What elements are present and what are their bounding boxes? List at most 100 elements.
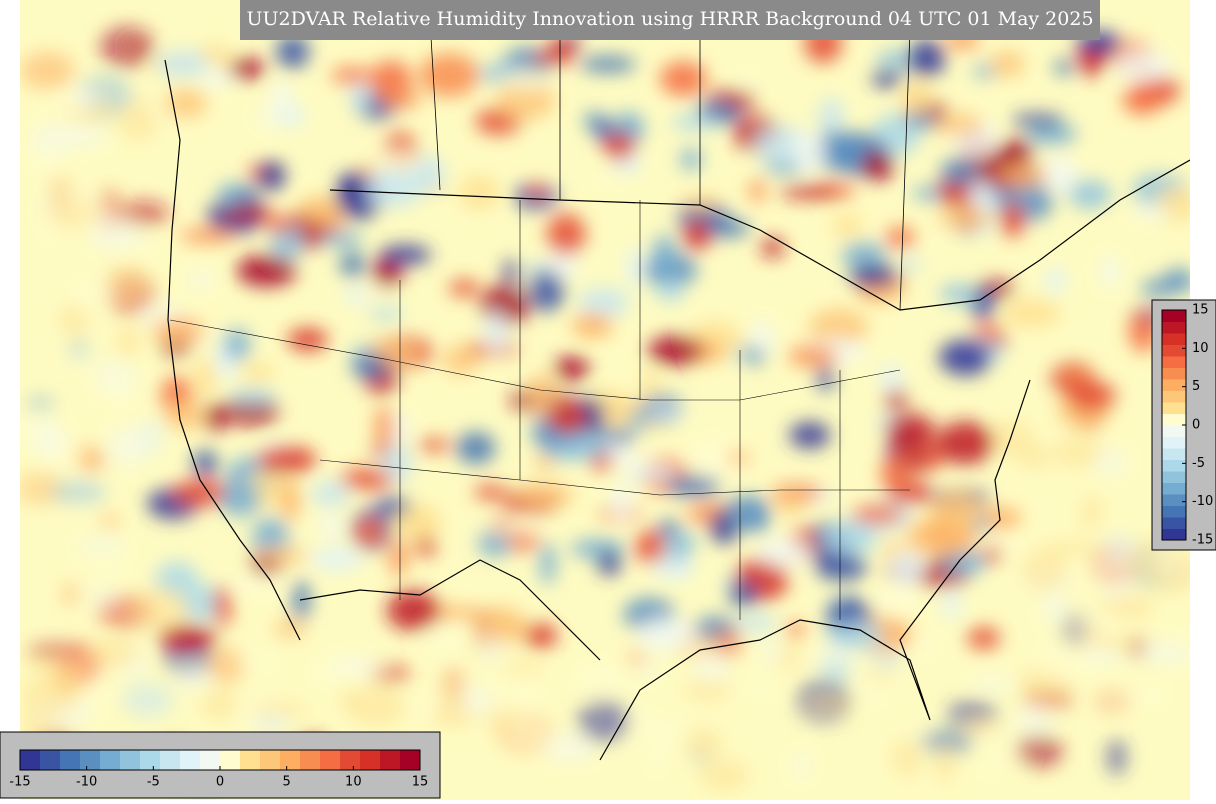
field-blob xyxy=(821,520,878,556)
field-blob xyxy=(787,622,805,638)
field-blob xyxy=(224,328,251,361)
field-blob xyxy=(86,590,121,606)
field-blob xyxy=(778,643,801,671)
field-blob xyxy=(502,660,545,675)
field-blob xyxy=(547,37,581,53)
field-blob xyxy=(327,657,380,674)
field-blob xyxy=(638,659,657,678)
colorbar-vertical: -15 -10 -5 0 5 10 15 xyxy=(1161,303,1213,548)
field-blob xyxy=(551,438,609,460)
field-blob xyxy=(779,185,840,199)
field-blob xyxy=(164,401,206,431)
border xyxy=(329,159,1190,311)
colorbar-swatch xyxy=(380,750,401,770)
field-blob xyxy=(207,646,245,685)
field-blob xyxy=(604,131,635,161)
field-blob xyxy=(812,130,864,172)
field-blob xyxy=(416,438,452,452)
colorbar-swatch xyxy=(1162,321,1186,334)
field-blob xyxy=(1084,647,1123,666)
field-blob xyxy=(825,622,886,650)
field-blob xyxy=(886,413,935,449)
tick-label: 10 xyxy=(1192,341,1209,356)
field-blob xyxy=(503,260,520,286)
field-blob xyxy=(934,745,955,785)
field-blob xyxy=(861,151,895,181)
field-blob xyxy=(253,546,307,564)
field-blob xyxy=(648,718,690,751)
field-blob xyxy=(1128,310,1159,353)
field-blob xyxy=(459,175,499,210)
field-blob xyxy=(1068,180,1112,209)
colorbar-swatch xyxy=(40,750,61,770)
field-blob xyxy=(734,614,778,632)
field-blob xyxy=(745,679,780,696)
field-blob xyxy=(665,475,721,497)
field-blob xyxy=(851,504,903,525)
field-blob xyxy=(972,65,998,78)
field-blob xyxy=(683,679,731,701)
field-blob xyxy=(258,446,317,474)
field-blob xyxy=(351,354,389,379)
field-blob xyxy=(75,442,97,475)
colorbar-swatch xyxy=(100,750,121,770)
field-blob xyxy=(496,79,555,120)
field-blob xyxy=(379,91,421,109)
field-blob xyxy=(353,517,386,548)
field-blob xyxy=(759,640,782,662)
field-blob xyxy=(1052,436,1103,468)
field-blob xyxy=(967,626,1001,650)
field-blob xyxy=(1121,684,1169,706)
field-blob xyxy=(1033,641,1093,682)
field-blob xyxy=(579,56,637,73)
field-blob xyxy=(386,590,440,631)
field-blob xyxy=(652,234,677,275)
field-blob xyxy=(938,204,992,230)
field-blob xyxy=(694,102,740,115)
field-blob xyxy=(680,196,722,210)
colorbar-swatch xyxy=(80,750,101,770)
field-blob xyxy=(1015,704,1054,735)
field-blob xyxy=(89,223,143,250)
field-blob xyxy=(943,588,961,620)
tick-label: 10 xyxy=(345,775,362,790)
field-blob xyxy=(885,388,908,411)
colorbar-swatch xyxy=(1162,517,1186,529)
colorbar-swatch xyxy=(1162,390,1186,403)
colorbar-swatch xyxy=(1162,459,1186,472)
colorbar-swatch xyxy=(140,750,161,770)
field-blob xyxy=(100,26,155,68)
field-blob xyxy=(577,661,626,702)
field-blob xyxy=(1044,267,1066,294)
field-blob xyxy=(597,551,622,576)
field-blob xyxy=(748,506,769,534)
field-blob xyxy=(530,51,575,66)
field-blob xyxy=(241,362,275,382)
field-blob xyxy=(192,450,218,477)
field-blob xyxy=(999,162,1047,187)
field-blob xyxy=(609,484,634,523)
colorbar-swatch xyxy=(1162,344,1186,357)
field-blob xyxy=(115,324,142,358)
field-blob xyxy=(815,553,867,582)
field-blob xyxy=(340,251,366,278)
field-blob xyxy=(809,308,868,346)
boundaries xyxy=(164,19,1190,761)
field-blob xyxy=(108,425,149,468)
field-blob xyxy=(831,214,864,238)
field-blob xyxy=(449,279,480,297)
colorbar-swatch xyxy=(120,750,141,770)
field-blob xyxy=(494,680,542,720)
colorbar-swatch xyxy=(1162,505,1186,518)
field-blob xyxy=(577,288,630,318)
field-blob xyxy=(318,516,344,537)
field-blob xyxy=(660,61,707,97)
field-blob xyxy=(597,170,618,184)
field-blob xyxy=(970,676,1015,692)
field-blob xyxy=(1081,493,1102,532)
tick-label: -10 xyxy=(1192,494,1213,509)
field-blob xyxy=(344,286,369,305)
border xyxy=(429,19,911,311)
field-blob xyxy=(657,520,681,538)
field-blob xyxy=(31,123,74,156)
